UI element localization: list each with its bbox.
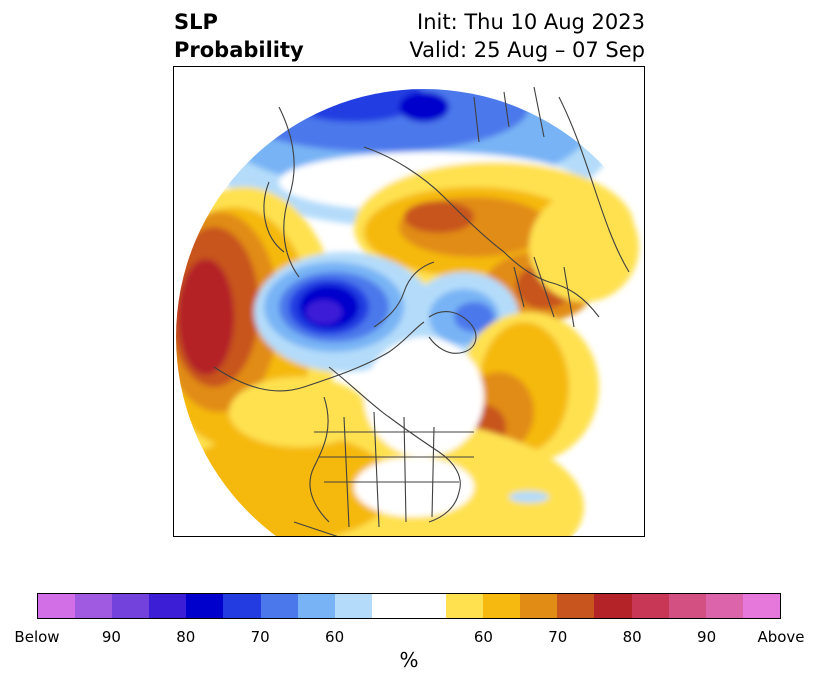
colorbar-tick-label: 90 [101, 628, 121, 646]
colorbar-segment [75, 594, 113, 618]
colorbar-tick-label: 60 [325, 628, 345, 646]
colorbar [37, 593, 781, 619]
coastlines [213, 86, 630, 536]
colorbar-segment [223, 594, 261, 618]
colorbar-segment [705, 594, 743, 618]
colorbar-tick-label: 80 [176, 628, 196, 646]
colorbar-tick-label: 90 [697, 628, 717, 646]
colorbar-segment [371, 594, 447, 618]
colorbar-segment [38, 594, 76, 618]
colorbar-tick-label: 60 [473, 628, 493, 646]
colorbar-segment [742, 594, 780, 618]
colorbar-segment [520, 594, 558, 618]
colorbar-segment [446, 594, 484, 618]
colorbar-segment [149, 594, 187, 618]
colorbar-segment [334, 594, 372, 618]
colorbar-tick-label: Below [14, 628, 60, 646]
colorbar-tick-label: 70 [250, 628, 270, 646]
colorbar-segment [594, 594, 632, 618]
colorbar-tick-label: 80 [622, 628, 642, 646]
init-date: Init: Thu 10 Aug 2023 [417, 10, 645, 34]
colorbar-segment [668, 594, 706, 618]
colorbar-segment [297, 594, 335, 618]
colorbar-tick-label: 70 [548, 628, 568, 646]
colorbar-tick-label: Above [757, 628, 805, 646]
title-variable: SLP [174, 10, 218, 34]
colorbar-segment [557, 594, 595, 618]
colorbar-segment [483, 594, 521, 618]
colorbar-segment [260, 594, 298, 618]
valid-range: Valid: 25 Aug – 07 Sep [409, 38, 645, 62]
colorbar-segment [112, 594, 150, 618]
colorbar-segment [631, 594, 669, 618]
map-title: SLP Probability [174, 8, 304, 64]
map-dates: Init: Thu 10 Aug 2023 Valid: 25 Aug – 07… [409, 8, 645, 64]
colorbar-segment [186, 594, 224, 618]
probability-shading [176, 89, 644, 536]
colorbar-unit: % [399, 648, 419, 672]
title-quantity: Probability [174, 38, 304, 62]
map-canvas [176, 86, 644, 536]
polar-map [173, 66, 645, 537]
